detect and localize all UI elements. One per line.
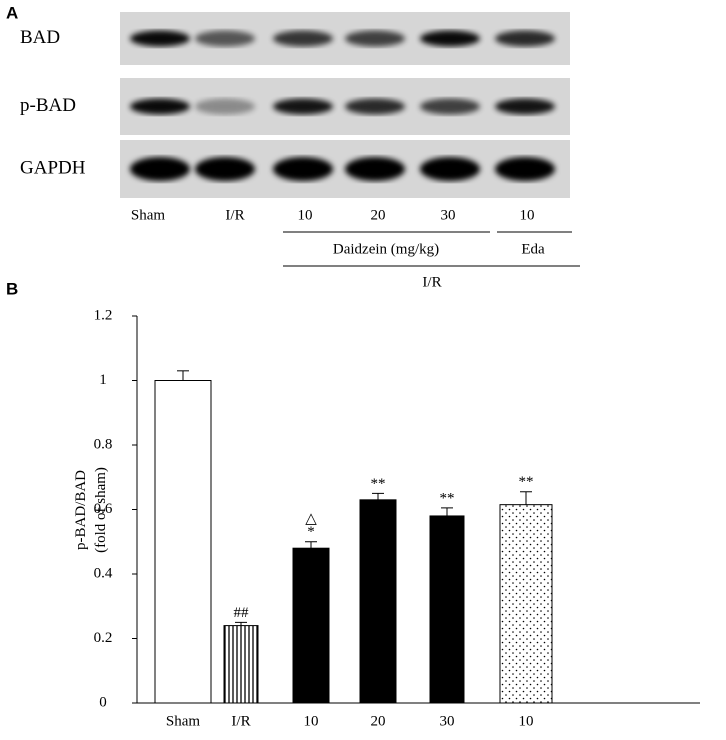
- y-tick-label: 0: [99, 694, 107, 710]
- bar: [359, 499, 397, 704]
- blot-band: [345, 98, 405, 115]
- panel-label: B: [6, 279, 18, 298]
- x-tick-label: Sham: [166, 713, 201, 729]
- y-tick-label: 0.4: [94, 565, 113, 581]
- bar: [499, 504, 553, 704]
- blot-band: [273, 98, 333, 115]
- treatment-label: I/R: [422, 274, 441, 290]
- annotation: *: [307, 524, 315, 540]
- lane-label: 20: [371, 207, 386, 223]
- lane-label: Sham: [131, 207, 166, 223]
- blot-band: [345, 30, 405, 47]
- blot-band: [273, 157, 333, 181]
- blot-band: [495, 98, 555, 115]
- row-label: p-BAD: [20, 95, 76, 116]
- y-tick-label: 1.2: [94, 307, 113, 323]
- annotation: ##: [234, 605, 250, 621]
- blot-band: [420, 98, 480, 115]
- bar: [429, 515, 465, 704]
- row-label: GAPDH: [20, 157, 86, 178]
- annotation: **: [440, 490, 455, 506]
- lane-label: 30: [441, 207, 456, 223]
- blot-band: [420, 30, 480, 47]
- blot-band: [273, 30, 333, 47]
- annotation: **: [371, 476, 386, 492]
- annotation: **: [519, 474, 534, 490]
- panel-label: A: [6, 3, 18, 22]
- blot-band: [495, 30, 555, 47]
- row-label: BAD: [20, 27, 60, 48]
- blot-band: [195, 30, 255, 47]
- y-axis-label-line: p-BAD/BAD: [73, 470, 89, 550]
- bar: [223, 625, 259, 704]
- blot-band: [130, 98, 190, 115]
- blot-band: [495, 157, 555, 181]
- y-axis-label: p-BAD/BAD (fold of sham): [73, 467, 109, 553]
- annotation: △: [305, 511, 317, 527]
- lane-label: 10: [520, 207, 535, 223]
- blot-band: [345, 157, 405, 181]
- y-tick-label: 0.8: [94, 436, 113, 452]
- y-axis-label-line: (fold of sham): [93, 467, 109, 553]
- blot-band: [130, 30, 190, 47]
- y-tick-label: 0.2: [94, 630, 113, 646]
- group-label: Eda: [521, 241, 545, 257]
- y-tick-label: 1: [99, 372, 107, 388]
- lane-label: 10: [298, 207, 313, 223]
- x-tick-label: I/R: [231, 713, 250, 729]
- y-tick-label: 0.6: [94, 501, 113, 517]
- blot-band: [195, 157, 255, 181]
- x-tick-label: 20: [371, 713, 386, 729]
- x-tick-label: 10: [519, 713, 534, 729]
- blot-band: [195, 98, 255, 115]
- bar: [292, 547, 330, 704]
- blot-band: [130, 157, 190, 181]
- x-tick-label: 10: [304, 713, 319, 729]
- x-tick-label: 30: [440, 713, 455, 729]
- group-label: Daidzein (mg/kg): [333, 241, 439, 257]
- bar: [154, 380, 212, 704]
- blot-band: [420, 157, 480, 181]
- lane-label: I/R: [225, 207, 244, 223]
